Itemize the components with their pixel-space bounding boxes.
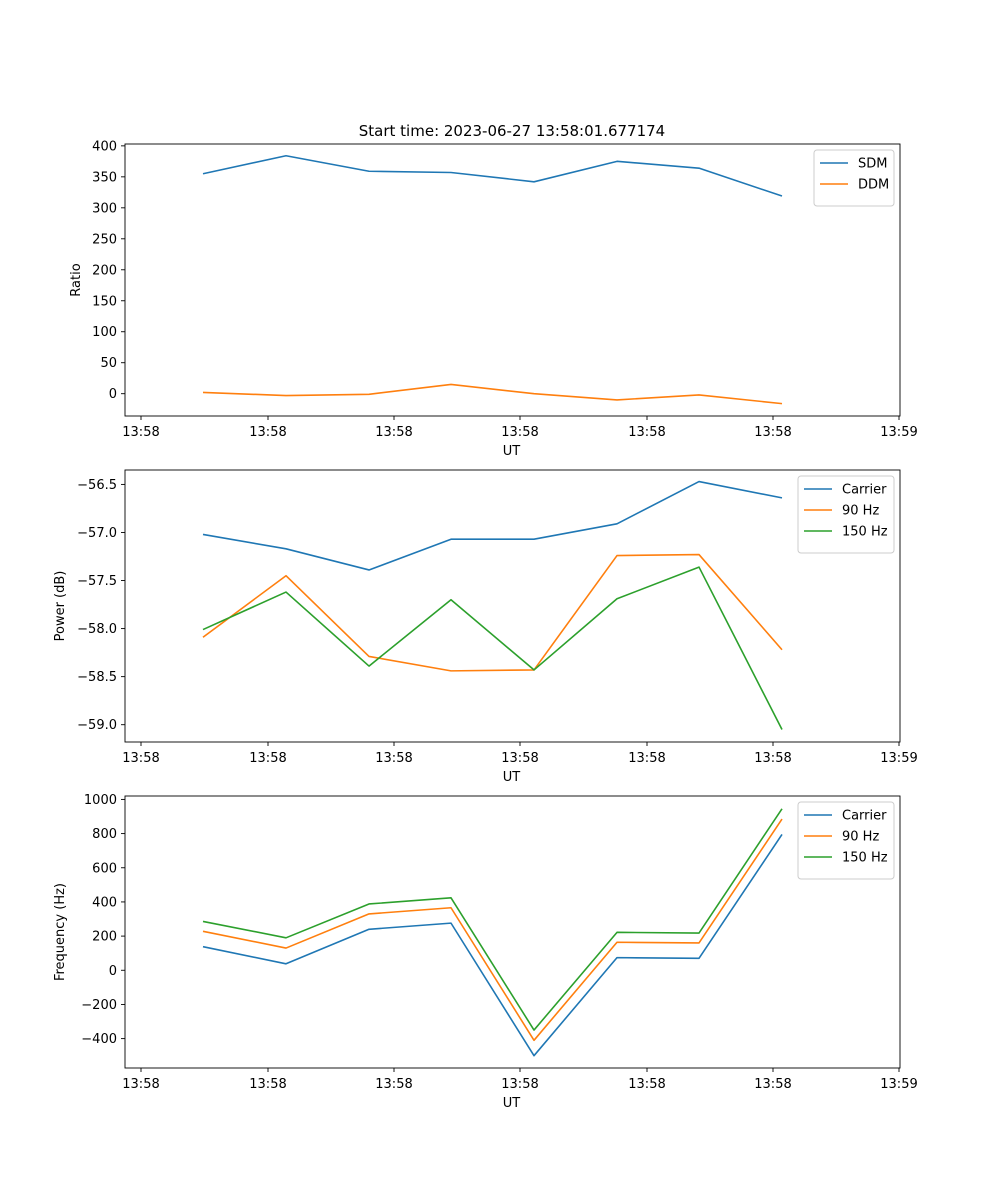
y-tick-label: 400: [92, 139, 117, 154]
y-tick-label: 400: [92, 895, 117, 910]
legend-label: 90 Hz: [842, 504, 879, 519]
y-axis-label: Ratio: [69, 263, 84, 296]
legend-label: DDM: [858, 178, 889, 193]
legend-label: 150 Hz: [842, 851, 888, 866]
legend: Carrier 90 Hz 150 Hz: [797, 801, 895, 880]
x-tick-label: 13:58: [249, 1077, 286, 1092]
x-tick-label: 13:58: [754, 751, 791, 766]
y-tick-label: −58.5: [77, 670, 117, 685]
chart-panel-3: 13:58 13:58 13:58 13:58 13:58 13:58 13:59 −400 −…: [53, 793, 918, 1111]
y-tick-label: −56.5: [77, 478, 117, 493]
chart-panel-2: 13:58 13:58 13:58 13:58 13:58 13:58 13:59 −59.0…: [53, 469, 918, 785]
series-line-2: [202, 818, 783, 1042]
y-tick-label: 300: [92, 201, 117, 216]
x-axis-label: UT: [503, 1096, 521, 1111]
x-tick-label: 13:58: [375, 751, 412, 766]
y-tick-label: −57.0: [77, 526, 117, 541]
legend-box: [813, 149, 895, 207]
series-line-1: [202, 154, 783, 197]
x-tick-label: 13:59: [880, 1077, 917, 1092]
y-tick-label: −59.0: [77, 718, 117, 733]
y-tick-label: 250: [92, 232, 117, 247]
legend-label: 150 Hz: [842, 525, 888, 540]
x-axis-label: UT: [503, 444, 521, 459]
y-tick-label: 800: [92, 827, 117, 842]
legend-box: [797, 801, 895, 880]
x-tick-label: 13:58: [501, 751, 538, 766]
y-tick-label: 0: [109, 964, 117, 979]
x-tick-label: 13:58: [375, 425, 412, 440]
x-tick-label: 13:58: [501, 1077, 538, 1092]
chart-panels: 13:58 13:58 13:58 13:58 13:58 13:58 13:59 0 50 10…: [53, 139, 918, 1111]
chart-panel-1: 13:58 13:58 13:58 13:58 13:58 13:58 13:59 0 50 10…: [69, 139, 918, 459]
legend-label: 90 Hz: [842, 830, 879, 845]
y-tick-label: 600: [92, 861, 117, 876]
axes-frame: [124, 795, 901, 1069]
x-tick-label: 13:59: [880, 751, 917, 766]
y-tick-label: 350: [92, 170, 117, 185]
axes-frame: [124, 143, 901, 417]
x-tick-label: 13:58: [249, 751, 286, 766]
x-axis-label: UT: [503, 770, 521, 785]
x-tick-label: 13:58: [754, 1077, 791, 1092]
y-tick-label: 1000: [84, 793, 117, 808]
y-tick-label: 150: [92, 294, 117, 309]
y-tick-label: 100: [92, 325, 117, 340]
series-line-3: [202, 566, 783, 730]
legend-label: Carrier: [842, 483, 887, 498]
series-line-1: [202, 480, 783, 571]
x-tick-label: 13:58: [628, 1077, 665, 1092]
x-tick-label: 13:58: [122, 751, 159, 766]
legend: SDM DDM: [813, 149, 895, 207]
legend-box: [797, 475, 895, 554]
x-tick-label: 13:58: [628, 425, 665, 440]
y-tick-label: 50: [100, 356, 117, 371]
x-tick-label: 13:58: [628, 751, 665, 766]
legend: Carrier 90 Hz 150 Hz: [797, 475, 895, 554]
legend-label: SDM: [858, 157, 887, 172]
x-tick-label: 13:58: [122, 425, 159, 440]
axes-frame: [124, 469, 901, 743]
y-tick-label: −57.5: [77, 574, 117, 589]
x-tick-label: 13:58: [122, 1077, 159, 1092]
x-tick-label: 13:58: [375, 1077, 412, 1092]
series-line-1: [202, 833, 783, 1057]
y-tick-label: 200: [92, 930, 117, 945]
series-line-3: [202, 808, 783, 1031]
y-tick-label: −200: [81, 998, 117, 1013]
y-axis-label: Power (dB): [53, 571, 68, 642]
y-tick-label: 200: [92, 263, 117, 278]
x-tick-label: 13:58: [249, 425, 286, 440]
x-tick-label: 13:59: [880, 425, 917, 440]
y-axis-label: Frequency (Hz): [53, 883, 68, 981]
series-line-2: [202, 553, 783, 672]
x-tick-label: 13:58: [754, 425, 791, 440]
y-tick-label: −58.0: [77, 622, 117, 637]
figure-title: Start time: 2023-06-27 13:58:01.677174: [359, 122, 665, 140]
series-line-2: [202, 383, 783, 405]
legend-label: Carrier: [842, 809, 887, 824]
y-tick-label: −400: [81, 1032, 117, 1047]
y-tick-label: 0: [109, 387, 117, 402]
x-tick-label: 13:58: [501, 425, 538, 440]
